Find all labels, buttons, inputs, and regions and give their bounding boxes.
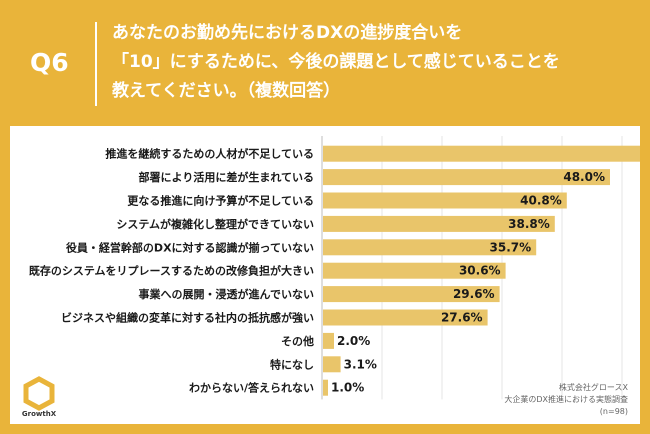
category-label: わからない/答えられない bbox=[189, 381, 314, 395]
bar bbox=[323, 309, 488, 326]
bar bbox=[323, 169, 610, 186]
footer-company: 株式会社グロースX bbox=[558, 383, 628, 392]
logo-text: GrowthX bbox=[21, 410, 57, 418]
value-label: 40.8% bbox=[520, 194, 562, 208]
chart-panel: 推進を継続するための人材が不足している62.2%部署により活用に差が生まれている… bbox=[10, 126, 640, 424]
footer-survey: 大企業のDX推進における実態調査 bbox=[504, 395, 628, 404]
value-label: 2.0% bbox=[337, 334, 370, 348]
footer-sample: (n=98) bbox=[599, 407, 628, 416]
category-label: ビジネスや組織の変革に対する社内の抵抗感が強い bbox=[61, 311, 314, 325]
question-title: あなたのお勤め先におけるDXの進捗度合いを 「10」にするために、今後の課題とし… bbox=[112, 19, 632, 106]
category-label: 役員・経営幹部のDXに対する認識が揃っていない bbox=[65, 240, 314, 254]
bar bbox=[323, 215, 555, 232]
header-divider bbox=[95, 22, 97, 106]
growthx-logo: GrowthX bbox=[16, 376, 62, 426]
category-label: 更なる推進に向け予算が不足している bbox=[127, 194, 314, 208]
value-label: 38.8% bbox=[508, 217, 550, 231]
value-label: 3.1% bbox=[344, 357, 377, 371]
category-label: 推進を継続するための人材が不足している bbox=[105, 147, 314, 161]
value-label: 29.6% bbox=[453, 287, 495, 301]
value-label: 35.7% bbox=[490, 240, 532, 254]
category-label: その他 bbox=[281, 334, 314, 348]
chart-footer: 株式会社グロースX 大企業のDX推進における実態調査 (n=98) bbox=[428, 382, 628, 418]
bar bbox=[323, 356, 341, 373]
category-label: 特になし bbox=[270, 357, 314, 371]
header: Q6 あなたのお勤め先におけるDXの進捗度合いを 「10」にするために、今後の課… bbox=[0, 0, 650, 126]
bar bbox=[323, 379, 328, 396]
question-title-line-2: 「10」にするために、今後の課題として感じていることを bbox=[112, 52, 560, 72]
bar bbox=[323, 145, 640, 162]
category-label: 既存のシステムをリプレースするための改修負担が大きい bbox=[29, 264, 314, 278]
bar bbox=[323, 286, 500, 303]
value-label: 30.6% bbox=[459, 264, 501, 278]
category-label: システムが複雑化し整理ができていない bbox=[116, 217, 314, 231]
value-label: 1.0% bbox=[331, 381, 364, 395]
question-title-line-3: 教えてください。（複数回答） bbox=[112, 81, 341, 101]
hexagon-logo-icon bbox=[23, 376, 55, 411]
category-label: 事業への展開・浸透が進んでいない bbox=[139, 287, 314, 301]
question-label: Q6 bbox=[30, 48, 69, 77]
bar bbox=[323, 192, 567, 209]
question-title-line-1: あなたのお勤め先におけるDXの進捗度合いを bbox=[112, 23, 463, 43]
value-label: 27.6% bbox=[441, 311, 483, 325]
bar bbox=[323, 239, 537, 256]
bar bbox=[323, 262, 506, 279]
bar bbox=[323, 332, 334, 349]
category-label: 部署により活用に差が生まれている bbox=[139, 170, 314, 184]
value-label: 48.0% bbox=[563, 170, 605, 184]
bar-chart: 推進を継続するための人材が不足している62.2%部署により活用に差が生まれている… bbox=[29, 136, 640, 400]
